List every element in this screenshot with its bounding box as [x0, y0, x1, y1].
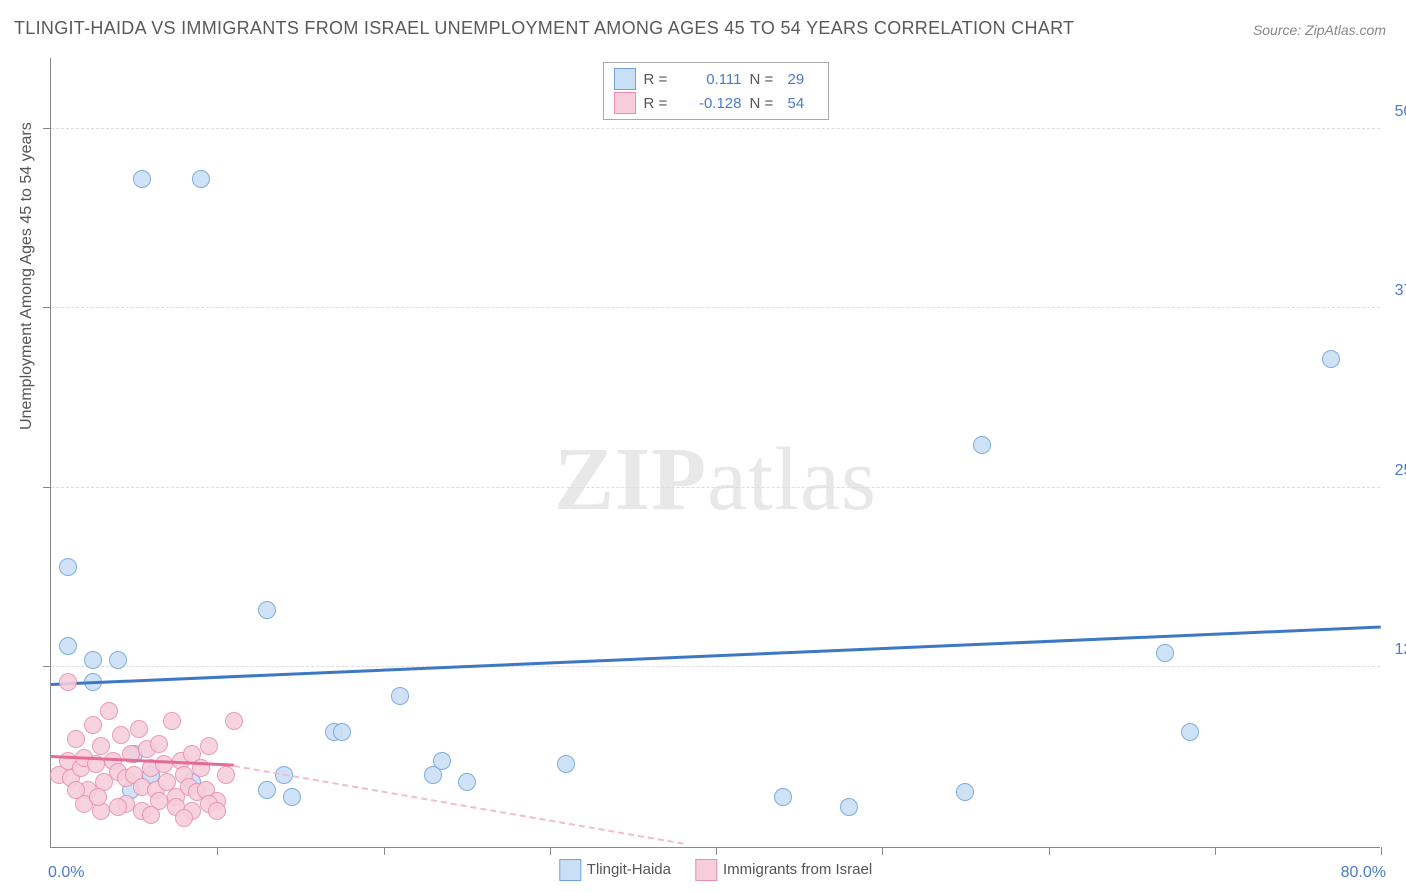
x-axis-origin-label: 0.0%	[48, 864, 84, 882]
watermark-atlas: atlas	[707, 430, 877, 529]
chart-title: TLINGIT-HAIDA VS IMMIGRANTS FROM ISRAEL …	[14, 18, 1074, 39]
correlation-stats-box: R = 0.111 N = 29 R = -0.128 N = 54	[603, 62, 829, 120]
legend-item: Immigrants from Israel	[695, 859, 872, 881]
data-point	[973, 436, 991, 454]
stat-r-value: -0.128	[682, 95, 742, 112]
stat-r-value: 0.111	[682, 71, 742, 88]
x-tick	[550, 847, 551, 855]
x-tick	[1381, 847, 1382, 855]
data-point	[1156, 644, 1174, 662]
data-point	[258, 601, 276, 619]
legend-item: Tlingit-Haida	[559, 859, 671, 881]
data-point	[109, 651, 127, 669]
data-point	[59, 558, 77, 576]
data-point	[225, 712, 243, 730]
data-point	[130, 720, 148, 738]
x-tick	[1215, 847, 1216, 855]
x-tick	[384, 847, 385, 855]
grid-line	[51, 666, 1380, 667]
data-point	[1322, 350, 1340, 368]
stat-n-value: 54	[788, 95, 818, 112]
y-tick	[43, 487, 51, 488]
data-point	[258, 781, 276, 799]
grid-line	[51, 307, 1380, 308]
x-tick	[716, 847, 717, 855]
data-point	[100, 702, 118, 720]
grid-line	[51, 487, 1380, 488]
data-point	[133, 170, 151, 188]
data-point	[84, 716, 102, 734]
legend: Tlingit-Haida Immigrants from Israel	[559, 859, 872, 881]
y-axis-label: Unemployment Among Ages 45 to 54 years	[18, 122, 36, 430]
data-point	[283, 788, 301, 806]
legend-swatch	[695, 859, 717, 881]
data-point	[59, 673, 77, 691]
data-point	[84, 651, 102, 669]
watermark: ZIPatlas	[554, 428, 877, 531]
data-point	[557, 755, 575, 773]
data-point	[956, 783, 974, 801]
stat-r-label: R =	[644, 95, 674, 112]
data-point	[109, 798, 127, 816]
data-point	[391, 687, 409, 705]
data-point	[163, 712, 181, 730]
x-tick	[1049, 847, 1050, 855]
data-point	[142, 806, 160, 824]
y-tick-label: 50.0%	[1385, 103, 1406, 121]
legend-label: Immigrants from Israel	[723, 861, 872, 878]
stat-r-label: R =	[644, 71, 674, 88]
data-point	[208, 802, 226, 820]
stat-n-label: N =	[750, 71, 780, 88]
legend-swatch	[559, 859, 581, 881]
stat-swatch	[614, 68, 636, 90]
y-tick	[43, 307, 51, 308]
watermark-zip: ZIP	[554, 430, 707, 529]
x-tick	[882, 847, 883, 855]
x-axis-max-label: 80.0%	[1341, 864, 1386, 882]
y-tick-label: 37.5%	[1385, 282, 1406, 300]
data-point	[192, 170, 210, 188]
data-point	[200, 737, 218, 755]
stat-n-value: 29	[788, 71, 818, 88]
trend-line	[51, 626, 1381, 686]
legend-label: Tlingit-Haida	[587, 861, 671, 878]
y-tick	[43, 666, 51, 667]
data-point	[1181, 723, 1199, 741]
data-point	[333, 723, 351, 741]
y-tick-label: 25.0%	[1385, 462, 1406, 480]
data-point	[89, 788, 107, 806]
stat-row: R = -0.128 N = 54	[614, 91, 818, 115]
y-tick	[43, 128, 51, 129]
data-point	[217, 766, 235, 784]
stat-swatch	[614, 92, 636, 114]
stat-n-label: N =	[750, 95, 780, 112]
data-point	[840, 798, 858, 816]
source-label: Source: ZipAtlas.com	[1253, 22, 1386, 38]
data-point	[458, 773, 476, 791]
data-point	[59, 637, 77, 655]
data-point	[150, 735, 168, 753]
y-tick-label: 12.5%	[1385, 641, 1406, 659]
stat-row: R = 0.111 N = 29	[614, 67, 818, 91]
data-point	[175, 809, 193, 827]
data-point	[774, 788, 792, 806]
data-point	[155, 755, 173, 773]
grid-line	[51, 128, 1380, 129]
data-point	[67, 781, 85, 799]
data-point	[112, 726, 130, 744]
data-point	[67, 730, 85, 748]
data-point	[424, 766, 442, 784]
chart-plot-area: ZIPatlas R =0.111N =29R =-0.128N =54 Tli…	[50, 58, 1380, 848]
x-tick	[217, 847, 218, 855]
